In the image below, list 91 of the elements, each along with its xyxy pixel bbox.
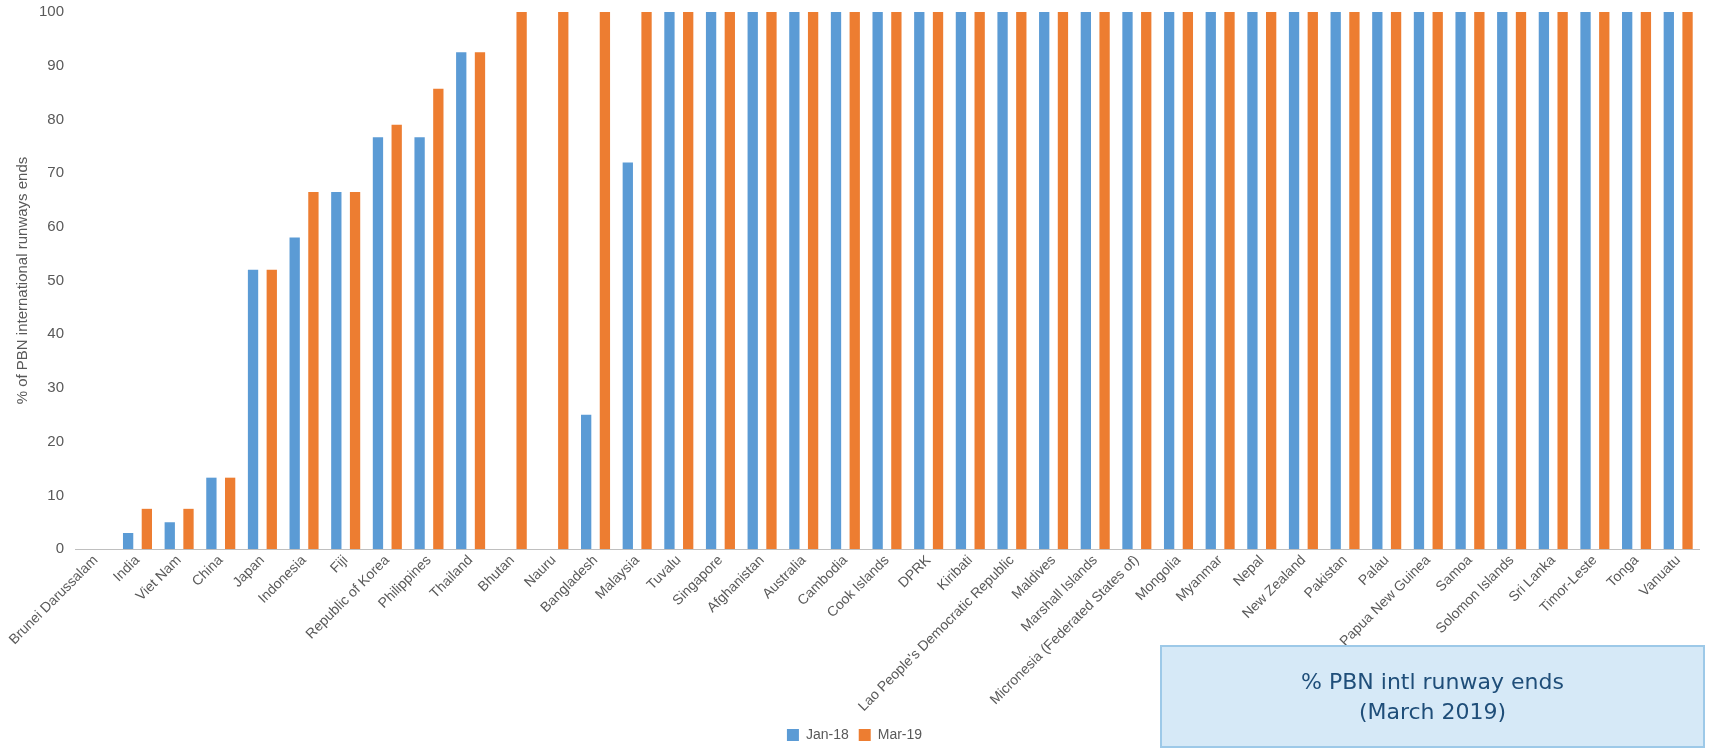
bar — [1413, 12, 1425, 550]
bar — [1599, 12, 1610, 550]
bar — [1349, 12, 1360, 550]
bar — [974, 12, 985, 550]
bar — [206, 477, 217, 550]
y-tick-label: 60 — [47, 216, 65, 234]
bar — [1163, 12, 1175, 550]
bar — [830, 12, 842, 550]
bar — [1307, 12, 1318, 550]
y-tick-label: 80 — [47, 109, 65, 127]
bar — [1224, 12, 1235, 550]
bar — [456, 52, 467, 550]
bar — [349, 191, 361, 550]
legend-label: Mar-19 — [877, 725, 923, 742]
y-tick-label: 50 — [47, 270, 65, 288]
text: (March 2019) — [1357, 698, 1508, 726]
bar — [247, 269, 259, 550]
y-tick-label: 100 — [39, 2, 65, 20]
bar — [122, 533, 134, 550]
bar — [414, 137, 425, 550]
y-tick-label: 90 — [47, 55, 65, 73]
bar — [224, 477, 236, 550]
bar — [641, 12, 652, 550]
bar — [1265, 12, 1277, 550]
bar — [164, 522, 175, 550]
bar — [558, 12, 569, 550]
bar — [1515, 12, 1527, 550]
bar — [1455, 12, 1466, 550]
bar — [1372, 12, 1383, 550]
bar — [183, 508, 194, 550]
bar — [1390, 12, 1402, 550]
bar — [664, 12, 675, 550]
bar — [331, 191, 342, 550]
bar — [1497, 12, 1508, 550]
bar — [1474, 12, 1485, 550]
bar — [622, 162, 633, 550]
bar — [308, 191, 319, 550]
bar — [1432, 12, 1443, 550]
bar — [1247, 12, 1258, 550]
bar — [807, 12, 819, 550]
y-tick-label: 40 — [47, 324, 65, 342]
bar — [724, 12, 735, 550]
bar — [1663, 12, 1674, 550]
bar — [705, 12, 717, 550]
bar — [516, 12, 527, 550]
y-axis-title: % of PBN international runways ends — [13, 156, 31, 405]
x-tick-label: Fiji — [326, 551, 351, 576]
bar — [747, 12, 758, 550]
bar — [1288, 12, 1300, 550]
bar — [141, 508, 153, 550]
bar — [581, 414, 592, 550]
y-tick-label: 10 — [47, 485, 65, 503]
bar — [891, 12, 902, 550]
bar — [1557, 12, 1568, 550]
bar — [1538, 12, 1550, 550]
bar — [955, 12, 967, 550]
bar — [1080, 12, 1091, 550]
y-tick-label: 30 — [47, 378, 65, 396]
bar — [789, 12, 800, 550]
bar — [1141, 12, 1152, 550]
bar — [766, 12, 777, 550]
bar — [372, 137, 384, 550]
bar — [1205, 12, 1216, 550]
legend-label: Jan-18 — [805, 725, 849, 742]
bar — [1016, 12, 1027, 550]
bar — [914, 12, 925, 550]
bar — [1580, 12, 1591, 550]
bar — [289, 237, 300, 550]
bar — [599, 12, 611, 550]
bar — [683, 12, 694, 550]
bar — [1182, 12, 1194, 550]
y-tick-label: 70 — [47, 163, 65, 181]
bar — [1640, 12, 1652, 550]
bar — [1682, 12, 1693, 550]
bar — [1057, 12, 1069, 550]
bar — [997, 12, 1008, 550]
bar — [1330, 12, 1341, 550]
bar — [1622, 12, 1633, 550]
bar — [391, 124, 402, 550]
bar — [872, 12, 883, 550]
bar — [266, 269, 277, 550]
bar — [474, 52, 486, 550]
bar — [1099, 12, 1110, 550]
bar — [1039, 12, 1050, 550]
bar — [932, 12, 944, 550]
y-tick-label: 0 — [55, 539, 65, 557]
text: % PBN intl runway ends — [1300, 668, 1565, 696]
bar — [433, 88, 444, 550]
y-tick-label: 20 — [47, 431, 65, 449]
bar — [1122, 12, 1133, 550]
bar — [849, 12, 860, 550]
